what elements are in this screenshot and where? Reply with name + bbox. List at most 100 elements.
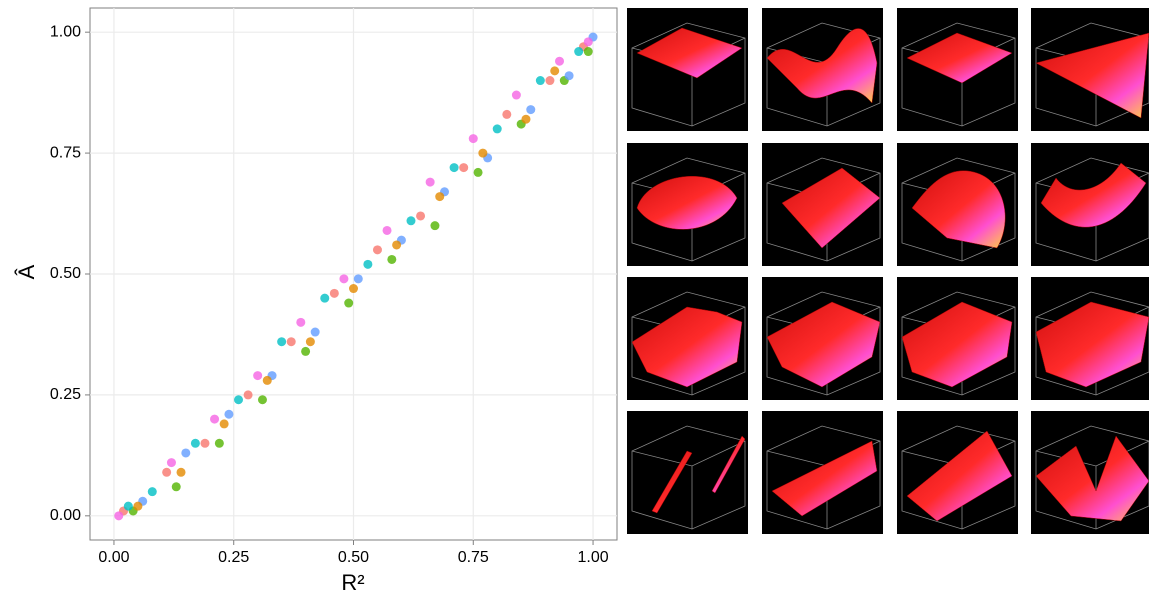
- point: [353, 274, 363, 284]
- y-tick-label: 1.00: [50, 23, 81, 40]
- point: [176, 467, 186, 477]
- point: [296, 317, 306, 327]
- surface-panel: [762, 143, 883, 266]
- point: [200, 438, 210, 448]
- point: [372, 245, 382, 255]
- x-tick-label: 1.00: [577, 549, 608, 566]
- surface: [911, 170, 1006, 249]
- point: [301, 346, 311, 356]
- surface: [901, 301, 1013, 388]
- surface-panel: [762, 411, 883, 534]
- point: [535, 76, 545, 86]
- point: [123, 501, 133, 511]
- surface: [631, 306, 743, 388]
- point: [502, 109, 512, 119]
- surface: [636, 176, 738, 230]
- point: [181, 448, 191, 458]
- point: [555, 56, 565, 66]
- point: [210, 414, 220, 424]
- point: [550, 66, 560, 76]
- surface-panel: [897, 411, 1018, 534]
- point: [468, 134, 478, 144]
- point: [339, 274, 349, 284]
- point: [162, 467, 172, 477]
- point: [521, 114, 531, 124]
- point: [171, 482, 181, 492]
- point: [430, 221, 440, 231]
- surface: [771, 440, 878, 517]
- x-tick-label: 0.50: [338, 549, 369, 566]
- surface-panel: [762, 8, 883, 131]
- point: [219, 419, 229, 429]
- surface: [766, 28, 878, 104]
- point: [425, 177, 435, 187]
- surface-panel: [897, 277, 1018, 400]
- point: [262, 375, 272, 385]
- point: [166, 458, 176, 468]
- x-tick-label: 0.75: [458, 549, 489, 566]
- y-tick-label: 0.25: [50, 386, 81, 403]
- point: [277, 337, 287, 347]
- surface-panel: [1031, 411, 1149, 534]
- point: [545, 76, 555, 86]
- point: [382, 225, 392, 235]
- point: [511, 90, 521, 100]
- point: [459, 163, 469, 173]
- surface-panel: [897, 143, 1018, 266]
- point: [416, 211, 426, 221]
- surface-panel: [627, 143, 748, 266]
- surface: [651, 435, 746, 514]
- point: [253, 371, 263, 381]
- point: [320, 293, 330, 303]
- point: [190, 438, 200, 448]
- surface: [1035, 435, 1149, 522]
- point: [564, 71, 574, 81]
- surface-panel: [1031, 277, 1149, 400]
- point: [574, 47, 584, 57]
- surface-panel: [762, 277, 883, 400]
- point: [363, 259, 373, 269]
- point: [583, 37, 593, 47]
- surface: [766, 301, 881, 388]
- point: [305, 337, 315, 347]
- point: [387, 254, 397, 264]
- point: [473, 167, 483, 177]
- point: [526, 105, 536, 115]
- surface-panel: [627, 8, 748, 131]
- point: [344, 298, 354, 308]
- y-axis-title: Â: [14, 264, 39, 279]
- point: [286, 337, 296, 347]
- x-tick-label: 0.25: [218, 549, 249, 566]
- point: [257, 395, 267, 405]
- surface-panel: [1031, 143, 1149, 266]
- point: [147, 487, 157, 497]
- point: [406, 216, 416, 226]
- surface: [636, 27, 743, 79]
- point: [214, 438, 224, 448]
- y-tick-label: 0.50: [50, 265, 81, 282]
- surface: [906, 32, 1013, 84]
- surface: [906, 430, 1013, 522]
- y-tick-label: 0.00: [50, 507, 81, 524]
- point: [114, 511, 124, 521]
- point: [492, 124, 502, 134]
- surface-panels: [627, 8, 1149, 534]
- point: [224, 409, 234, 419]
- surface: [1035, 32, 1149, 119]
- surface-panel: [897, 8, 1018, 131]
- surface-panel: [627, 411, 748, 534]
- point: [392, 240, 402, 250]
- wire-box: [631, 425, 746, 530]
- x-axis-title: R²: [341, 570, 364, 595]
- point: [478, 148, 488, 158]
- point: [349, 284, 358, 294]
- point: [234, 395, 244, 405]
- surface-panel: [627, 277, 748, 400]
- y-tick-label: 0.75: [50, 144, 81, 161]
- point: [329, 288, 339, 298]
- surface-panel: [1031, 8, 1149, 131]
- surface: [781, 167, 881, 249]
- point: [583, 47, 593, 57]
- point: [449, 163, 459, 173]
